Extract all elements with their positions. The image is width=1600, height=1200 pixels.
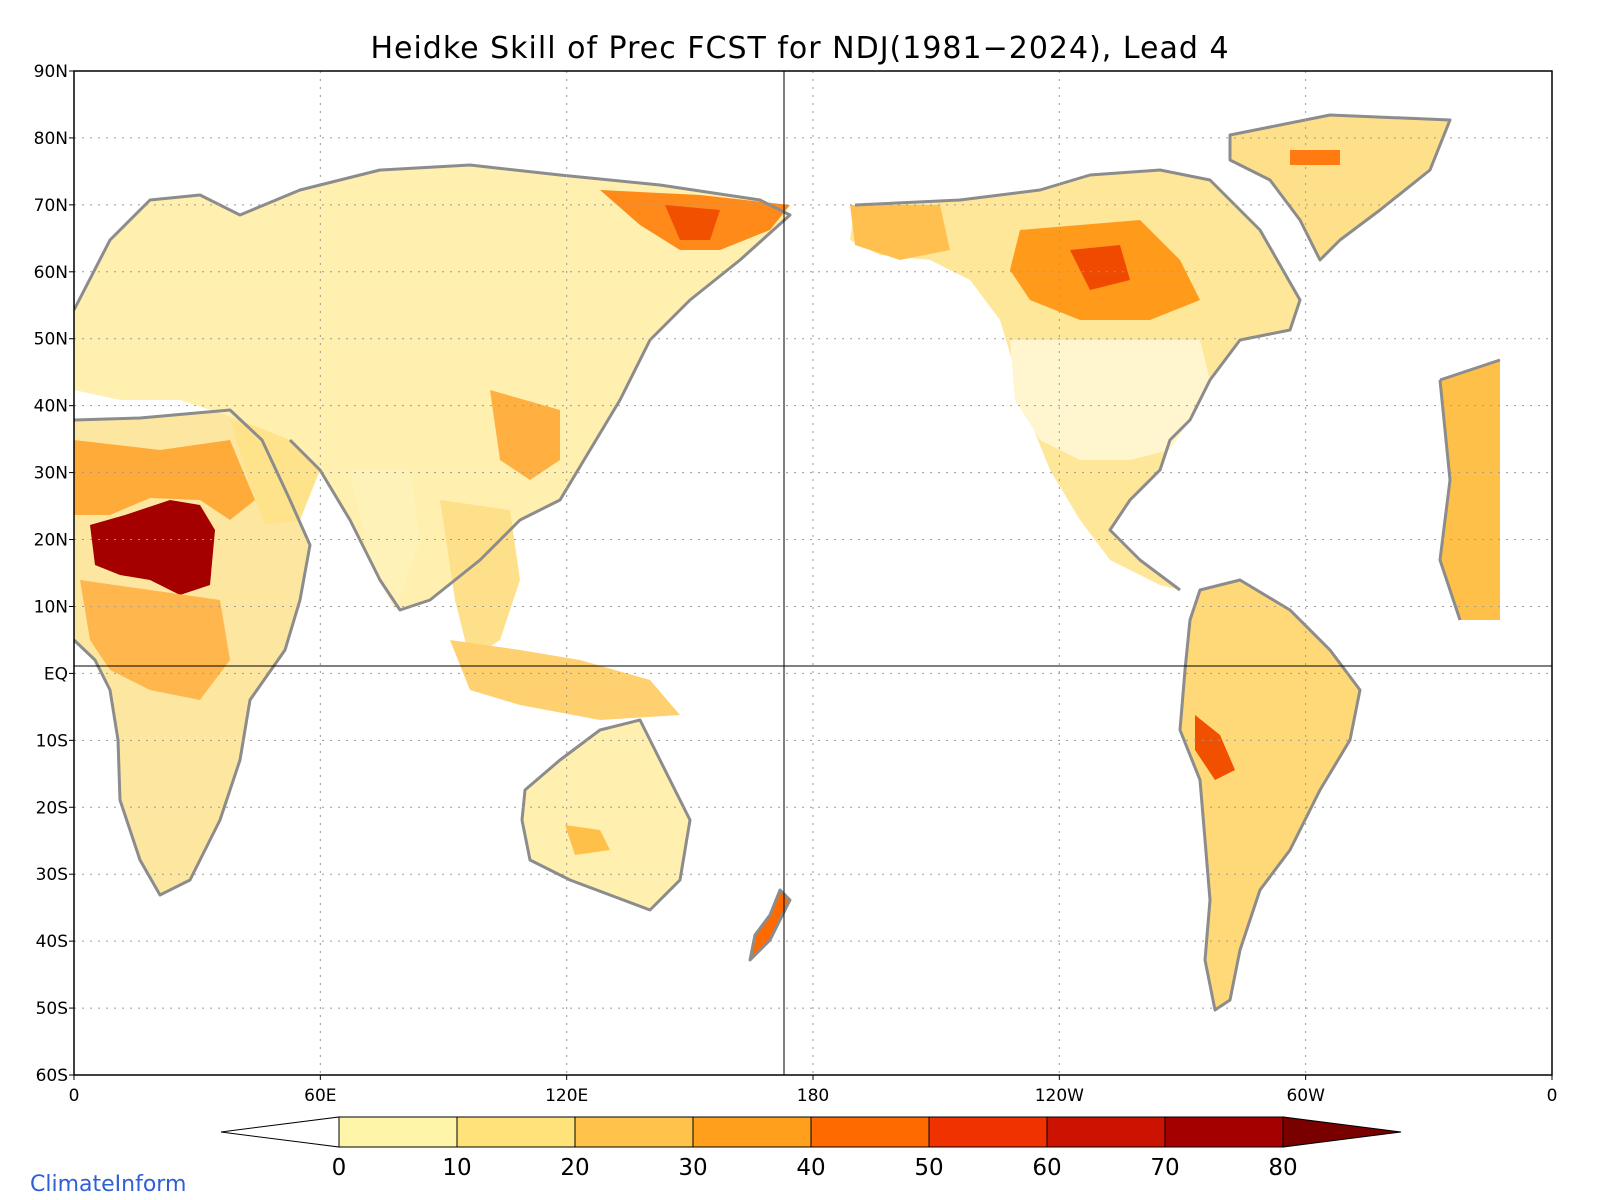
lon-label: 180 (797, 1086, 829, 1106)
lat-label: 30S (36, 865, 68, 885)
region-sahel-high (90, 500, 215, 595)
region-greenland (1230, 115, 1450, 260)
region-south-america (1180, 580, 1360, 1010)
lat-label: 20N (34, 531, 68, 551)
region-canada-peak (1070, 245, 1130, 290)
region-west-africa-right (1440, 360, 1500, 620)
colorbar-tick-label: 60 (1032, 1155, 1061, 1181)
colorbar-segment (1164, 1116, 1284, 1148)
region-china-orange (490, 390, 560, 480)
longitude-labels: 0 60E 120E 180 120W 60W 0 (69, 1075, 1558, 1106)
lat-label: 10N (34, 597, 68, 617)
lat-label: EQ (44, 664, 68, 684)
colorbar-tick-label: 40 (796, 1155, 825, 1181)
lon-label: 120E (545, 1086, 588, 1106)
region-alaska (850, 205, 950, 260)
lat-label: 20S (36, 798, 68, 818)
region-ne-siberia-peak (665, 205, 720, 240)
colorbar-tick-label: 20 (560, 1155, 589, 1181)
credit-text: ClimateInform (30, 1172, 187, 1197)
lat-label: 40S (36, 932, 68, 952)
lat-label: 50N (34, 330, 68, 350)
lat-label: 70N (34, 196, 68, 216)
colorbar-tick-label: 0 (332, 1155, 347, 1181)
colorbar-segment (692, 1116, 812, 1148)
region-greenland-orange (1290, 150, 1340, 165)
lon-label: 0 (69, 1086, 80, 1106)
region-sahel-orange (74, 440, 255, 520)
colorbar-segment (810, 1116, 930, 1148)
region-eurasia (74, 165, 790, 610)
region-india (350, 470, 420, 610)
coastlines (74, 113, 1501, 1012)
lat-label: 30N (34, 464, 68, 484)
lon-label: 120W (1035, 1086, 1084, 1106)
region-australia-orange (565, 825, 610, 855)
colorbar-tick-label: 50 (914, 1155, 943, 1181)
region-andes-high (1195, 715, 1235, 780)
colorbar-tick-label: 70 (1150, 1155, 1179, 1181)
region-new-zealand (750, 890, 790, 960)
region-australia (522, 720, 690, 910)
colorbar-low-triangle (220, 1116, 340, 1148)
region-indonesia (450, 640, 680, 720)
lat-label: 40N (34, 397, 68, 417)
colorbar: 0 10 20 30 40 50 60 70 80 (220, 1116, 1402, 1181)
skill-field (74, 115, 1500, 1010)
lat-label: 60N (34, 263, 68, 283)
colorbar-segment (574, 1116, 694, 1148)
region-central-africa (80, 580, 230, 700)
colorbar-segment (338, 1116, 458, 1148)
lat-label: 60S (36, 1066, 68, 1086)
colorbar-segment (1046, 1116, 1166, 1148)
map-plot-area (73, 70, 1553, 1076)
lat-label: 10S (36, 731, 68, 751)
lat-label: 80N (34, 129, 68, 149)
colorbar-tick-label: 80 (1268, 1155, 1297, 1181)
lat-label: 50S (36, 999, 68, 1019)
lon-label: 0 (1547, 1086, 1558, 1106)
colorbar-segment (456, 1116, 576, 1148)
colorbar-tick-label: 30 (678, 1155, 707, 1181)
lat-label: 90N (34, 62, 68, 82)
colorbar-segment (928, 1116, 1048, 1148)
lon-label: 60E (304, 1086, 336, 1106)
colorbar-tick-label: 10 (442, 1155, 471, 1181)
colorbar-high-triangle (1282, 1116, 1402, 1148)
latitude-labels: 90N 80N 70N 60N 50N 40N 30N 20N 10N EQ 10S 20S 30S 40… (34, 62, 74, 1086)
lon-label: 60W (1286, 1086, 1325, 1106)
figure-title: Heidke Skill of Prec FCST for NDJ(1981−2… (370, 31, 1229, 66)
region-usa (1010, 340, 1210, 460)
